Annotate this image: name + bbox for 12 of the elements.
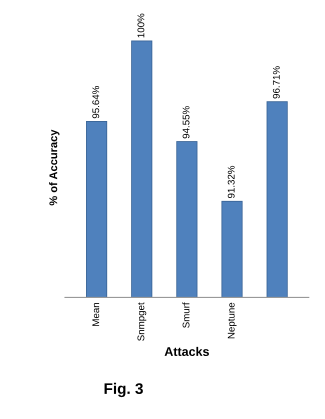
data-label: 100% xyxy=(137,14,144,38)
data-label: 94.55% xyxy=(182,106,190,138)
data-label: 96.71% xyxy=(272,66,280,98)
x-tick-label: Smurf xyxy=(182,302,190,328)
x-tick-label: Neptune xyxy=(228,302,237,338)
y-axis-title: % of Accuracy xyxy=(49,130,60,206)
data-label: 91.32% xyxy=(228,166,235,198)
annotation: Fig. 3 xyxy=(104,382,143,398)
x-tick-label: Mean xyxy=(92,302,100,326)
data-label: 95.64% xyxy=(92,86,100,118)
x-tick-label: Snmpget xyxy=(137,302,146,341)
x-axis-title: Attacks xyxy=(164,346,209,356)
